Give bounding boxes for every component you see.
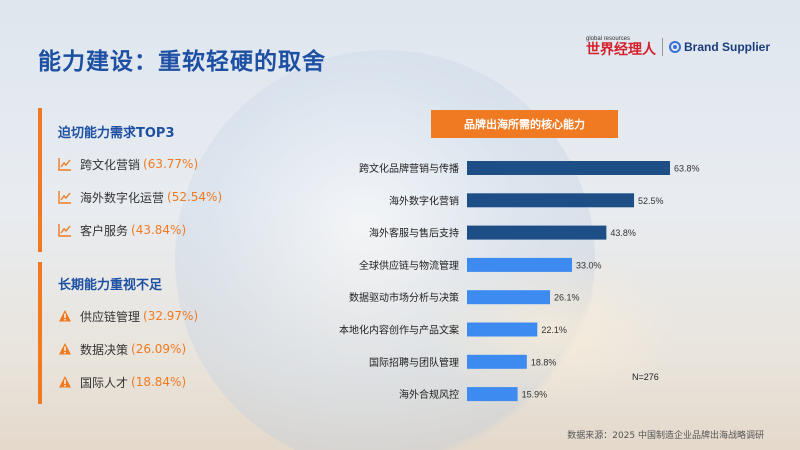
cn-brand-logo: global resources 世界经理人 — [586, 36, 656, 58]
value-label: 18.8% — [531, 357, 557, 367]
urgent-needs-panel: 迫切能力需求TOP3 跨文化营销 (63.77%) 海外数字化运营 (52.54… — [38, 108, 258, 252]
list-item: 海外数字化运营 (52.54%) — [58, 187, 258, 207]
item-value: (52.54%) — [167, 190, 223, 204]
trend-chart-icon — [58, 158, 71, 171]
data-source: 数据来源：2025 中国制造企业品牌出海战略调研 — [567, 431, 764, 441]
item-label: 供应链管理 — [80, 309, 141, 324]
category-label: 数据驱动市场分析与决策 — [349, 291, 459, 304]
value-label: 26.1% — [554, 293, 580, 303]
value-label: 15.9% — [522, 390, 548, 400]
bar — [467, 193, 635, 208]
logo-small-text: global resources — [585, 36, 631, 42]
item-value: (32.97%) — [143, 309, 199, 323]
bar — [467, 387, 518, 402]
trend-chart-icon — [58, 191, 71, 204]
category-label: 海外数字化营销 — [389, 194, 459, 207]
background-glow — [420, 250, 680, 410]
warning-icon — [59, 376, 71, 388]
logo-area: global resources 世界经理人 Brand Supplier — [586, 36, 770, 58]
list-item: 数据决策 (26.09%) — [58, 339, 258, 359]
bar — [467, 354, 527, 369]
item-label: 客户服务 — [80, 223, 129, 238]
category-label: 跨文化品牌营销与传播 — [359, 162, 459, 175]
bar — [467, 161, 670, 175]
logo-divider — [661, 38, 663, 56]
warning-icon — [59, 310, 71, 322]
logo-cn-text: 世界经理人 — [585, 42, 656, 58]
item-label: 数据决策 — [80, 342, 129, 357]
urgent-needs-title: 迫切能力需求TOP3 — [58, 126, 175, 141]
neglected-capabilities-title: 长期能力重视不足 — [58, 278, 163, 293]
category-label: 海外客服与售后支持 — [369, 227, 459, 240]
item-value: (18.84%) — [131, 375, 187, 389]
logo-en-text: Brand Supplier — [683, 40, 770, 54]
value-label: 63.8% — [674, 164, 700, 174]
bar — [467, 225, 607, 240]
brand-supplier-logo: Brand Supplier — [668, 40, 770, 54]
value-label: 33.0% — [576, 260, 602, 270]
brand-supplier-icon — [668, 41, 681, 53]
bar — [467, 257, 572, 272]
trend-chart-icon — [58, 224, 71, 237]
value-label: 52.5% — [638, 196, 664, 206]
bar — [467, 290, 551, 305]
item-value: (63.77%) — [143, 157, 199, 171]
list-item: 客户服务 (43.84%) — [58, 220, 258, 240]
page-title: 能力建设：重软轻硬的取舍 — [38, 49, 326, 75]
item-label: 跨文化营销 — [80, 157, 141, 172]
bar — [467, 322, 538, 337]
chart-title: 品牌出海所需的核心能力 — [431, 110, 618, 138]
category-label: 国际招聘与团队管理 — [369, 356, 459, 369]
neglected-capabilities-panel: 长期能力重视不足 供应链管理 (32.97%) 数据决策 (26.09%) 国际… — [38, 262, 258, 404]
item-label: 国际人才 — [80, 375, 129, 390]
list-item: 国际人才 (18.84%) — [58, 372, 258, 392]
list-item: 供应链管理 (32.97%) — [58, 306, 258, 326]
item-value: (26.09%) — [131, 342, 187, 356]
category-label: 海外合规风控 — [399, 388, 459, 401]
category-label: 本地化内容创作与产品文案 — [339, 324, 459, 337]
value-label: 22.1% — [541, 325, 567, 335]
value-label: 43.8% — [610, 228, 636, 238]
warning-icon — [59, 343, 71, 355]
category-label: 全球供应链与物流管理 — [359, 259, 459, 272]
item-label: 海外数字化运营 — [80, 190, 165, 205]
sample-size-note: N=276 — [632, 372, 659, 382]
list-item: 跨文化营销 (63.77%) — [58, 154, 258, 174]
item-value: (43.84%) — [131, 223, 187, 237]
